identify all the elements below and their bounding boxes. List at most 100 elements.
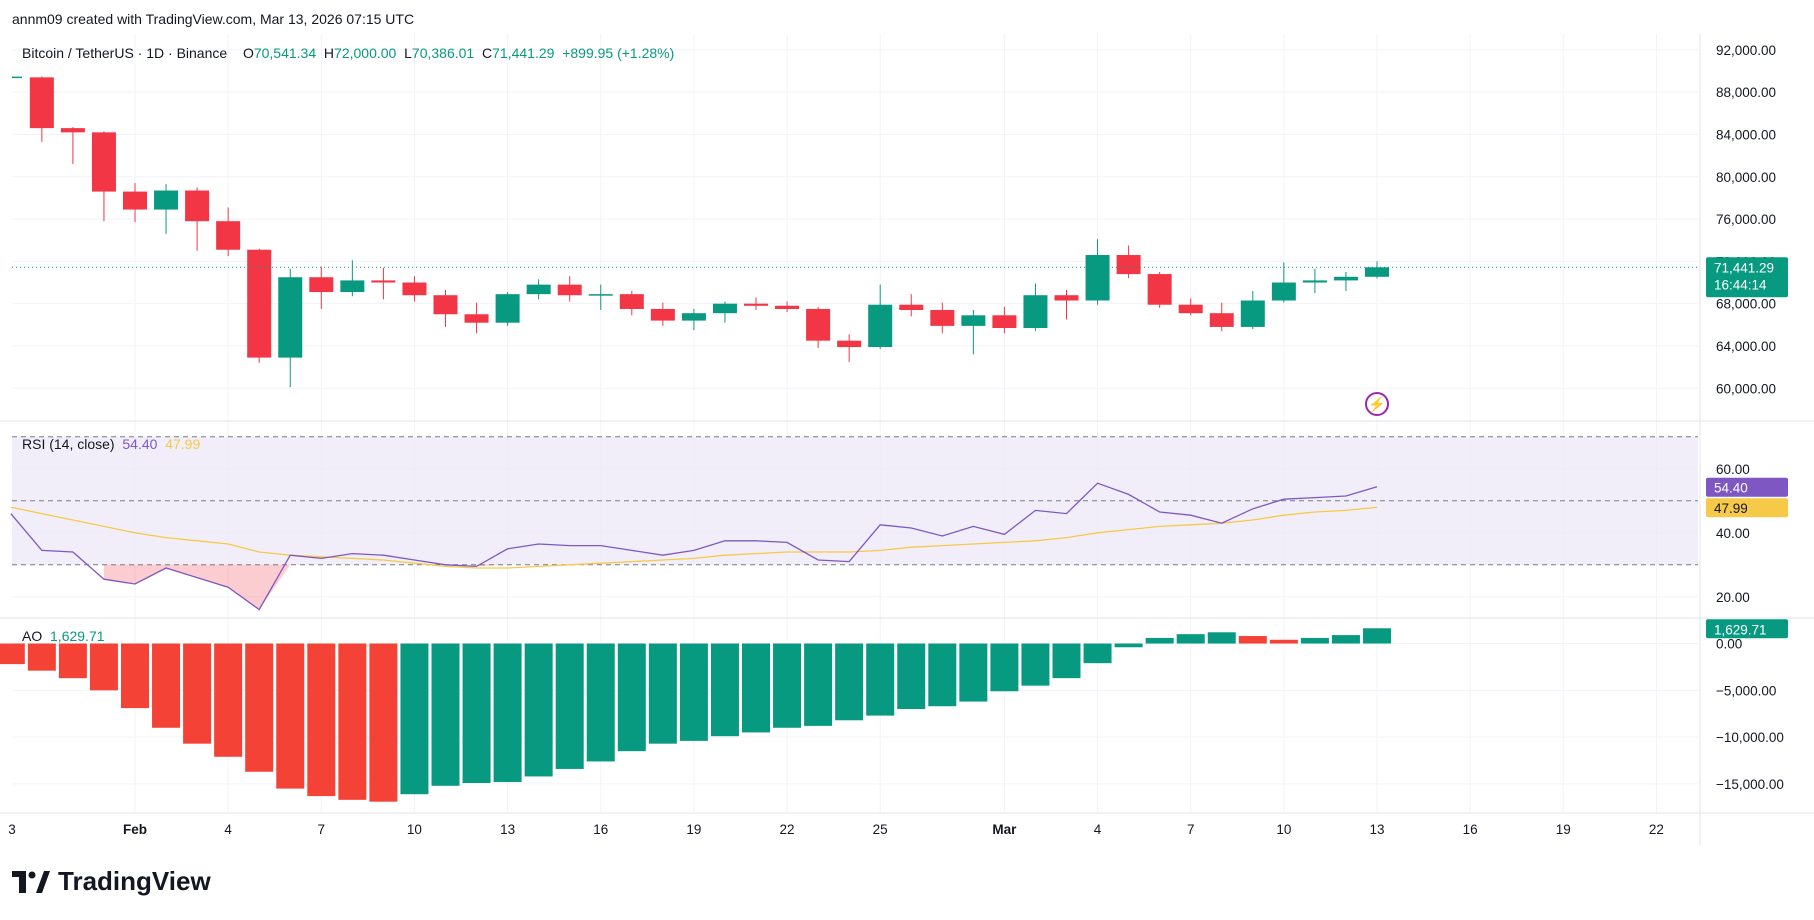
ao-bar: [27, 643, 56, 671]
tradingview-logo: TradingView: [12, 866, 211, 897]
ao-bar: [1145, 637, 1174, 644]
rsi-line: [10, 482, 1378, 611]
candle-body: [278, 277, 303, 358]
time-axis-tick: 19: [686, 822, 701, 837]
price-axis-tick: 84,000.00: [1716, 127, 1776, 142]
candle-body: [681, 313, 706, 321]
time-axis-tick: Feb: [123, 822, 147, 837]
ao-bar: [897, 643, 926, 710]
symbol-title[interactable]: Bitcoin / TetherUS · 1D · Binance: [22, 45, 228, 61]
candle-body: [1271, 282, 1296, 301]
ao-bar: [679, 643, 708, 741]
time-axis-tick: 10: [407, 822, 422, 837]
ao-bar: [1269, 639, 1298, 644]
ao-bar: [866, 643, 895, 716]
ao-bar: [1207, 632, 1236, 644]
high-value: 72,000.00: [334, 45, 397, 61]
ao-axis-tick: −5,000.00: [1716, 683, 1776, 698]
candle-body: [29, 77, 54, 129]
price-axis-tick: 68,000.00: [1716, 297, 1776, 312]
candle-body: [1209, 313, 1234, 327]
ao-axis-tick: 0.00: [1716, 637, 1742, 652]
ao-bar: [183, 643, 212, 744]
price-legend: Bitcoin / TetherUS · 1D · Binance O70,54…: [22, 45, 674, 61]
ao-bar: [1238, 636, 1267, 644]
price-axis-tick: 76,000.00: [1716, 212, 1776, 227]
ao-bar: [369, 643, 398, 802]
ao-bar: [493, 643, 522, 783]
ao-bar: [400, 643, 429, 795]
close-label: C: [482, 45, 493, 61]
ao-legend-value: 1,629.71: [50, 628, 105, 644]
time-axis-tick: 22: [1649, 822, 1664, 837]
candle-body: [775, 305, 800, 309]
time-axis-tick: 13: [1369, 822, 1384, 837]
ao-bar: [1176, 634, 1205, 644]
ao-legend: AO 1,629.71: [22, 628, 105, 644]
candle-body: [1178, 304, 1203, 314]
rsi-ma-value-tag-bg: [1706, 498, 1788, 518]
time-axis-tick: 3: [8, 822, 16, 837]
price-axis-tick: 92,000.00: [1716, 43, 1776, 58]
candle-body: [899, 304, 924, 311]
chart-credit: annm09 created with TradingView.com, Mar…: [12, 11, 415, 27]
candle-body: [60, 128, 85, 133]
ao-bar: [121, 643, 149, 709]
ao-bar: [773, 643, 802, 728]
candle-body: [619, 294, 644, 309]
ao-bar: [555, 643, 584, 769]
ao-bar: [1300, 637, 1329, 644]
candle-body: [712, 303, 737, 314]
candle-body: [837, 340, 862, 348]
ao-bar: [214, 643, 243, 757]
rsi-oversold-fill: [476, 564, 508, 567]
ao-bar: [58, 643, 87, 679]
rsi-value-tag-bg: [1706, 477, 1788, 497]
rsi-layer: [10, 482, 1378, 611]
ao-bar: [586, 643, 615, 762]
ao-bar: [0, 643, 25, 665]
ao-bar: [1021, 643, 1050, 686]
low-label: L: [404, 45, 412, 61]
low-value: 70,386.01: [411, 45, 475, 61]
ao-bar: [1331, 635, 1360, 644]
ao-value-tag-bg: [1706, 619, 1788, 639]
candle-body: [1365, 267, 1389, 277]
candle-body: [309, 277, 334, 293]
candle-body: [1333, 276, 1358, 281]
price-axis-tick: 80,000.00: [1716, 170, 1776, 185]
candle-body: [154, 190, 179, 210]
candles-layer: [12, 76, 1698, 388]
candle-body: [744, 303, 768, 306]
candle-body: [806, 308, 831, 341]
ao-layer: [0, 628, 1391, 802]
candle-body: [930, 310, 955, 326]
time-axis-tick: 10: [1276, 822, 1291, 837]
candle-body: [557, 284, 582, 296]
candle-body: [123, 191, 147, 210]
rsi-title[interactable]: RSI (14, close): [22, 436, 115, 452]
time-axis-tick: 7: [1187, 822, 1195, 837]
time-axis-tick: 4: [224, 822, 232, 837]
lightning-icon[interactable]: ⚡: [1365, 392, 1389, 416]
candle-body: [1302, 280, 1327, 283]
price-axis-tick: 60,000.00: [1716, 381, 1776, 396]
time-axis-tick: 7: [318, 822, 326, 837]
ao-bar: [1052, 643, 1081, 679]
tags-layer: 71,441.29 16:44:14 54.40 47.99 1,629.71: [1706, 257, 1788, 639]
rsi-ma-legend-value: 47.99: [165, 436, 201, 452]
ao-bar: [1114, 643, 1143, 648]
ao-bar: [276, 643, 305, 789]
candle-body: [992, 315, 1017, 328]
rsi-value-tag-text: 54.40: [1714, 481, 1748, 496]
ao-title[interactable]: AO: [22, 628, 43, 644]
ao-bar: [959, 643, 988, 702]
candle-body: [1023, 295, 1048, 328]
ao-bar: [648, 643, 677, 744]
ao-bar: [710, 643, 739, 737]
close-value: 71,441.29: [492, 45, 555, 61]
time-axis-tick: 13: [500, 822, 515, 837]
last-price-tag-text: 71,441.29: [1714, 260, 1774, 275]
time-axis-tick: 4: [1094, 822, 1102, 837]
